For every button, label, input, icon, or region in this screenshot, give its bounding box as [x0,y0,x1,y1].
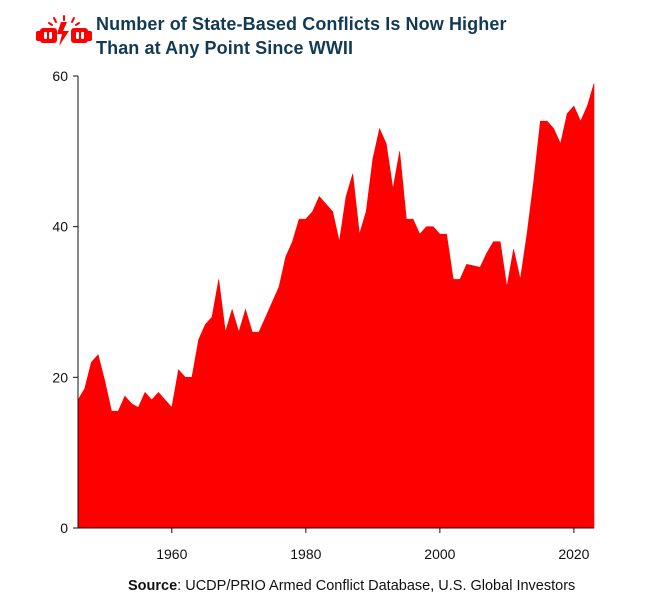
y-tick-label-60: 60 [52,68,68,84]
chart-title-line-2: Than at Any Point Since WWII [96,38,354,58]
x-tick-label-1980: 1980 [290,546,321,562]
chart-header: Number of State-Based Conflicts Is Now H… [34,10,634,64]
clashing-fists-icon [36,15,92,46]
chart-title: Number of State-Based Conflicts Is Now H… [96,12,626,60]
x-tick-label-1960: 1960 [156,546,187,562]
source-label: Source [128,578,178,594]
x-tick-label-2000: 2000 [424,546,455,562]
chart-title-line-1: Number of State-Based Conflicts Is Now H… [96,14,507,34]
chart-plot-area: 0 20 40 60 1960 1980 2000 2020 [52,68,595,562]
source-separator: : [177,578,186,594]
source-text: UCDP/PRIO Armed Conflict Database, U.S. … [185,578,576,594]
conflict-count-area [77,83,595,529]
y-tick-label-20: 20 [52,369,68,385]
source-note: Source: UCDP/PRIO Armed Conflict Databas… [128,577,638,595]
y-tick-label-40: 40 [52,219,68,235]
y-tick-label-0: 0 [60,520,68,536]
x-tick-label-2020: 2020 [558,546,589,562]
